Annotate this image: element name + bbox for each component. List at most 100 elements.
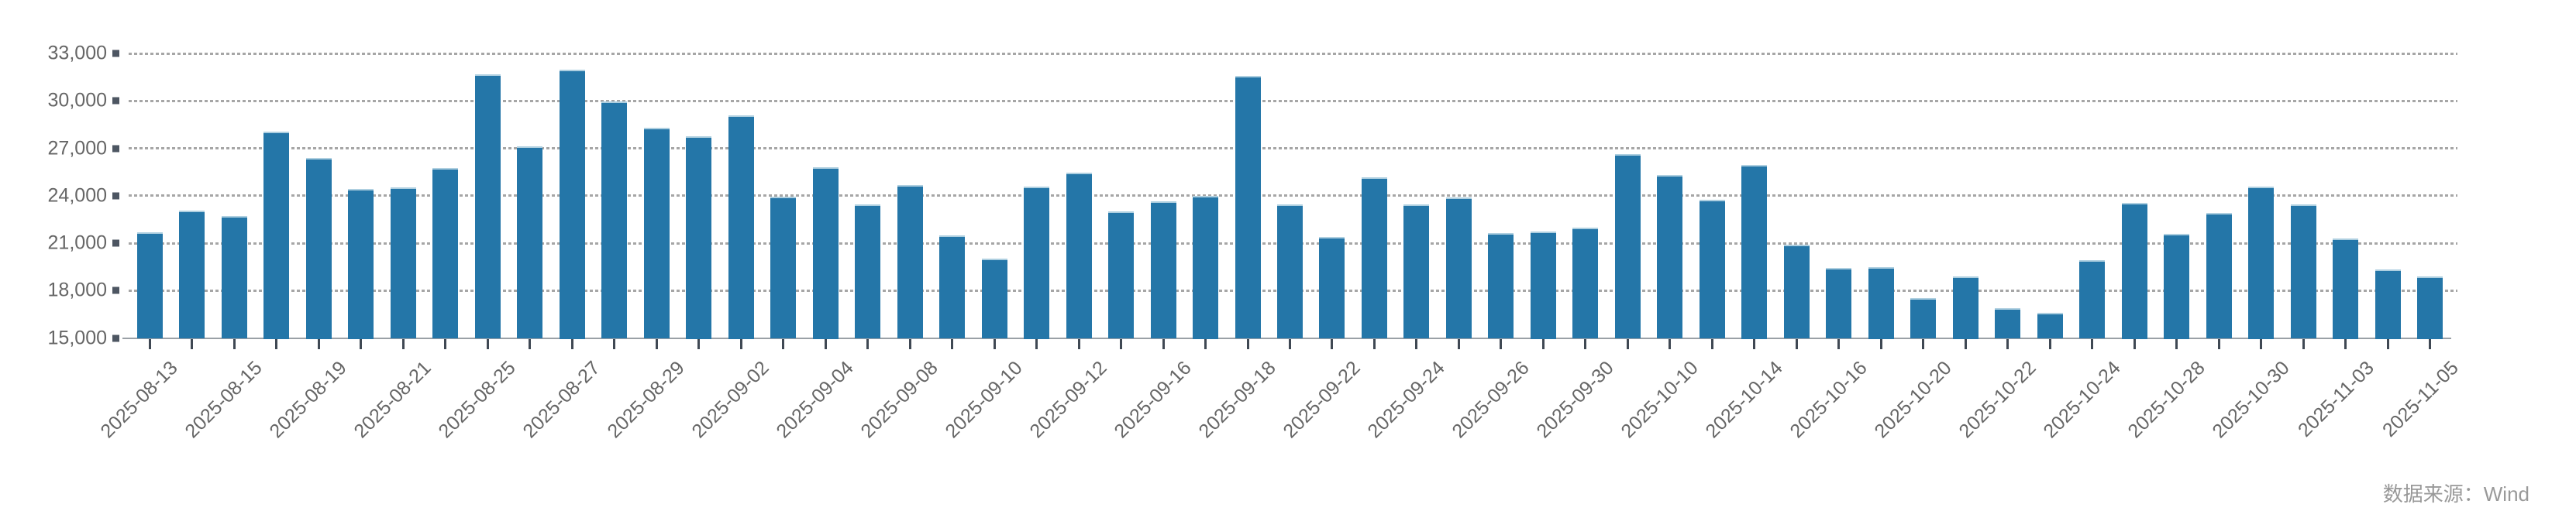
x-axis-label: 2025-10-22 — [1954, 356, 2040, 442]
bar — [601, 101, 628, 339]
bar — [1614, 153, 1641, 339]
x-axis-label: 2025-09-04 — [772, 356, 858, 442]
bar — [1150, 201, 1176, 339]
x-axis-tick — [2048, 338, 2051, 349]
bar — [1193, 195, 1219, 339]
bar — [1235, 75, 1261, 339]
bar — [390, 187, 416, 339]
x-axis-tick — [824, 338, 827, 349]
x-axis-tick — [1372, 338, 1376, 349]
x-axis-tick — [1120, 338, 1123, 349]
bar — [981, 259, 1007, 339]
x-axis-tick — [1415, 338, 1418, 349]
x-axis-tick — [1035, 338, 1038, 349]
bar — [2206, 213, 2232, 339]
x-axis-tick — [275, 338, 278, 349]
gridline — [129, 194, 2457, 197]
x-axis-label: 2025-09-24 — [1363, 356, 1449, 442]
bar — [2164, 233, 2190, 339]
x-axis-tick — [148, 338, 151, 349]
x-axis-tick — [951, 338, 954, 349]
bar — [1910, 298, 1937, 339]
x-axis-tick — [1162, 338, 1165, 349]
bar — [1403, 204, 1430, 339]
x-axis-label: 2025-09-18 — [1194, 356, 1280, 442]
x-axis-tick — [1879, 338, 1882, 349]
bar — [1488, 232, 1514, 339]
x-axis-tick — [1669, 338, 1672, 349]
bar — [2037, 312, 2063, 339]
x-axis-tick — [993, 338, 996, 349]
y-axis-label: 24,000 — [47, 184, 107, 207]
y-axis-label: 15,000 — [47, 327, 107, 348]
y-axis-label: 33,000 — [47, 42, 107, 64]
bar — [1741, 164, 1768, 339]
x-axis-tick — [1246, 338, 1249, 349]
x-axis-tick — [1289, 338, 1291, 349]
x-axis-label: 2025-08-19 — [265, 356, 352, 442]
x-axis-label: 2025-08-25 — [434, 356, 520, 442]
x-axis-label: 2025-10-20 — [1870, 356, 1956, 442]
x-axis-tick — [697, 338, 701, 349]
x-axis-tick — [570, 338, 573, 349]
bar — [1530, 231, 1556, 339]
x-axis-label: 2025-10-24 — [2039, 356, 2125, 442]
x-axis-tick — [360, 338, 363, 349]
bar — [1783, 245, 1810, 339]
bar — [136, 232, 163, 339]
x-axis-label: 2025-09-30 — [1532, 356, 1618, 442]
x-axis-label: 2025-08-21 — [350, 356, 436, 442]
x-axis-label: 2025-08-13 — [96, 356, 183, 442]
x-axis-label: 2025-10-16 — [1786, 356, 1872, 442]
bar — [1826, 267, 1852, 339]
x-axis-label: 2025-09-16 — [1110, 356, 1196, 442]
bar — [1361, 177, 1387, 339]
x-axis-tick — [1626, 338, 1629, 349]
x-axis-tick — [2091, 338, 2094, 349]
x-axis-label: 2025-09-22 — [1279, 356, 1365, 442]
x-axis-label: 2025-08-29 — [603, 356, 689, 442]
bar — [305, 157, 332, 339]
x-axis-tick — [1795, 338, 1798, 349]
x-axis-label: 2025-09-26 — [1448, 356, 1534, 442]
x-axis-tick — [2175, 338, 2178, 349]
bar — [728, 115, 754, 339]
bar — [179, 211, 205, 339]
bar — [263, 132, 290, 339]
bar — [1995, 307, 2021, 339]
y-axis-label: 18,000 — [47, 279, 107, 301]
x-axis-tick — [1077, 338, 1080, 349]
x-axis-tick — [1541, 338, 1545, 349]
y-axis-label: 30,000 — [47, 89, 107, 111]
x-axis-tick — [232, 338, 236, 349]
bar — [897, 185, 923, 339]
x-axis-label: 2025-10-10 — [1617, 356, 1703, 442]
x-axis-tick — [1710, 338, 1713, 349]
x-axis-label: 2025-10-14 — [1701, 356, 1787, 442]
bar — [2121, 202, 2147, 339]
x-axis-tick — [401, 338, 405, 349]
x-axis-tick — [486, 338, 489, 349]
x-axis-tick — [2302, 338, 2305, 349]
x-axis-tick — [655, 338, 658, 349]
x-axis-tick — [191, 338, 194, 349]
bar — [2290, 204, 2316, 339]
x-axis-label: 2025-09-12 — [1025, 356, 1111, 442]
bar — [939, 235, 966, 339]
data-source-label: 数据来源：Wind — [2382, 482, 2530, 506]
bar — [1445, 197, 1472, 339]
bar — [1108, 211, 1135, 339]
bar — [221, 216, 247, 339]
bar — [348, 188, 374, 339]
x-axis-tick — [529, 338, 532, 349]
bar — [2079, 260, 2106, 339]
y-axis-tick — [112, 239, 119, 247]
bar — [812, 167, 839, 339]
bar — [2375, 269, 2401, 339]
bar — [1572, 227, 1599, 339]
bar — [1952, 276, 1978, 339]
bar — [432, 168, 459, 339]
y-axis-tick — [112, 145, 119, 152]
